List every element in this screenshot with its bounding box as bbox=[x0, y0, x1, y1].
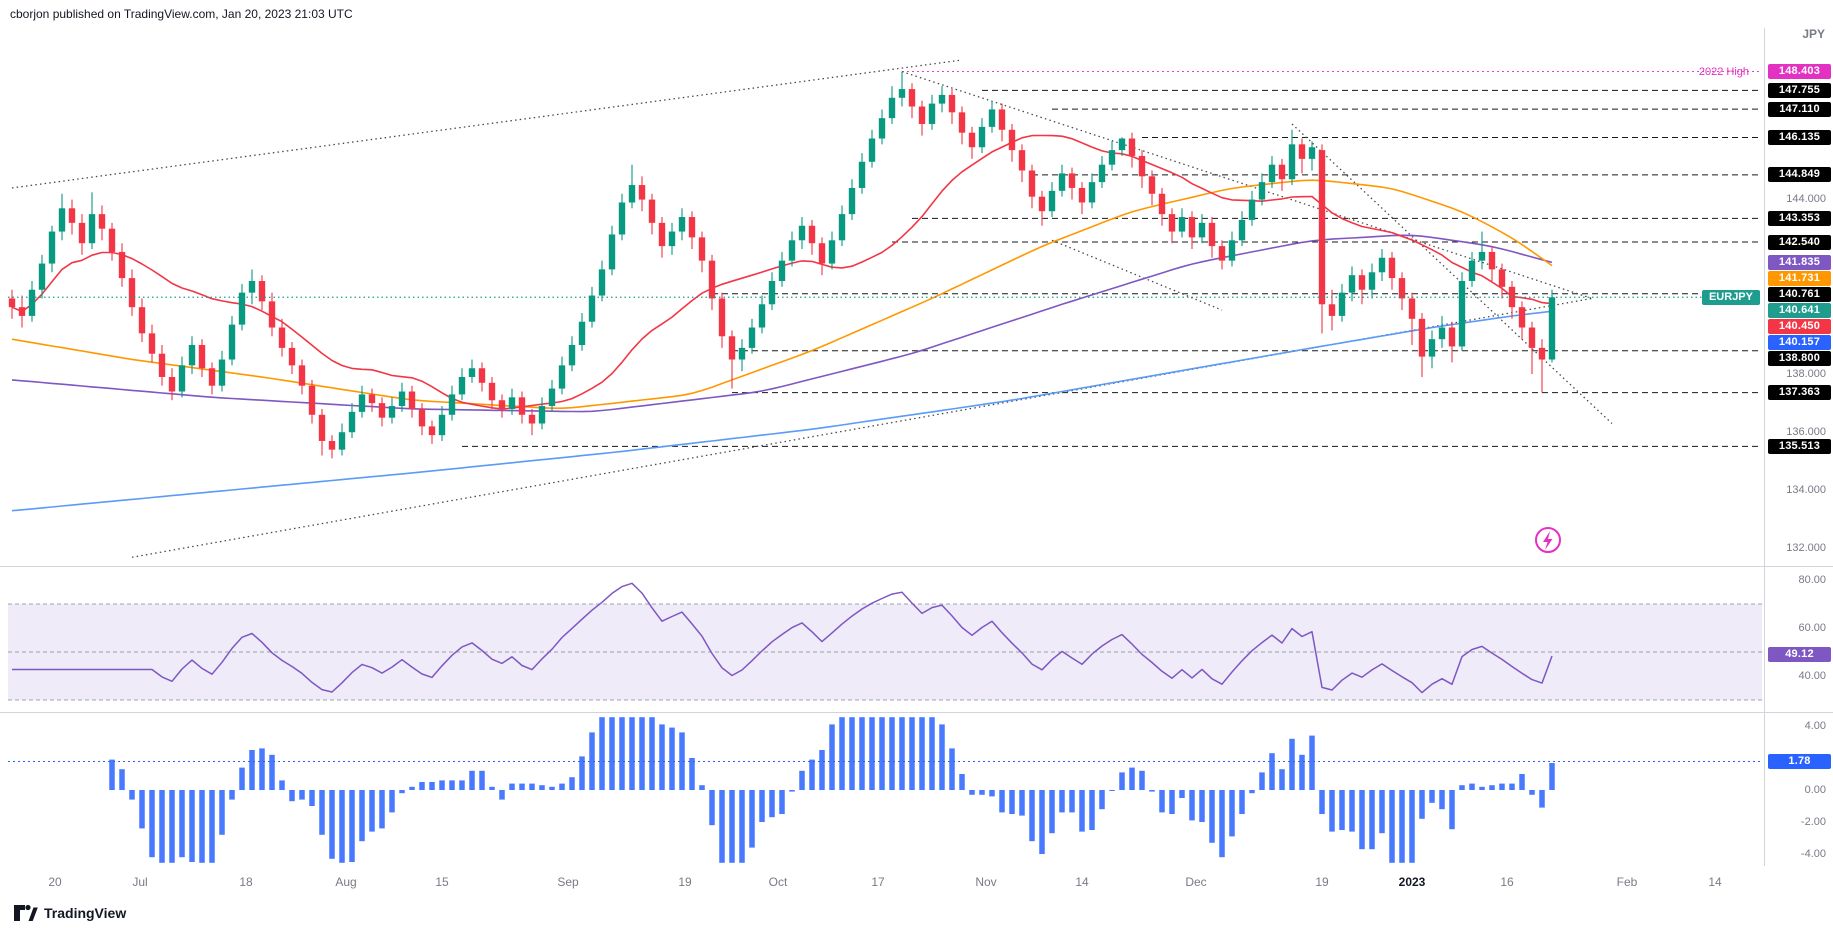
price-label: 142.540 bbox=[1768, 234, 1831, 250]
time-axis-label: 19 bbox=[678, 875, 692, 889]
rsi-value-label: 49.12 bbox=[1768, 646, 1831, 662]
attribution-text: cborjon published on TradingView.com, Ja… bbox=[10, 7, 353, 21]
price-axis-tick: 136.000 bbox=[1786, 425, 1826, 438]
tradingview-logo[interactable] bbox=[12, 902, 38, 924]
price-label: 147.110 bbox=[1768, 101, 1831, 117]
trendlines bbox=[11, 59, 1613, 558]
time-axis[interactable]: 20 Jul 18 Aug 15 Sep 19 Oct 17 Nov 14 Dec 19 2023 16 Fe… bbox=[0, 866, 1833, 898]
price-label: 135.513 bbox=[1768, 438, 1831, 454]
price-label: 141.731 bbox=[1768, 271, 1831, 287]
candles bbox=[8, 71, 1556, 459]
price-axis-tick: 134.000 bbox=[1786, 483, 1826, 496]
time-axis-label: Aug bbox=[335, 875, 357, 889]
time-axis-label: 14 bbox=[1708, 875, 1722, 889]
pane-separators bbox=[0, 28, 1833, 867]
price-label: 140.761 bbox=[1768, 287, 1831, 303]
current-price-symbol-tag: EURJPY bbox=[1701, 289, 1760, 305]
price-label: 138.800 bbox=[1768, 351, 1831, 367]
time-axis-label: Oct bbox=[768, 875, 788, 889]
price-label: 141.835 bbox=[1768, 255, 1831, 271]
momentum-axis-tick: -4.00 bbox=[1800, 847, 1826, 860]
time-axis-label: 2023 bbox=[1398, 875, 1426, 889]
price-label: 147.755 bbox=[1768, 82, 1831, 98]
price-axis-tick: 132.000 bbox=[1786, 542, 1826, 555]
momentum-axis-tick: -2.00 bbox=[1800, 815, 1826, 828]
time-axis-label: Jul bbox=[132, 875, 148, 889]
time-axis-label: 14 bbox=[1075, 875, 1089, 889]
price-axis[interactable]: JPY 144.000 138.000 136.000 134.000 132.000 1… bbox=[1766, 0, 1833, 930]
price-label: 140.157 bbox=[1768, 335, 1831, 351]
ma-line-sma-50 bbox=[11, 179, 1553, 409]
currency-label: JPY bbox=[1802, 27, 1825, 41]
time-axis-label: Dec bbox=[1185, 875, 1207, 889]
price-axis-tick: 144.000 bbox=[1786, 193, 1826, 206]
time-axis-label: Feb bbox=[1616, 875, 1638, 889]
rsi-line bbox=[12, 582, 1553, 694]
flash-icon[interactable] bbox=[1535, 527, 1561, 553]
price-label: 144.849 bbox=[1768, 167, 1831, 183]
price-axis-tick: 138.000 bbox=[1786, 367, 1826, 380]
time-axis-label: 19 bbox=[1315, 875, 1329, 889]
footer: TradingView bbox=[12, 902, 126, 924]
rsi-axis-tick: 40.00 bbox=[1798, 669, 1826, 682]
time-axis-label: 20 bbox=[48, 875, 62, 889]
ma-line-sma-200 bbox=[11, 310, 1553, 512]
momentum-axis-tick: 0.00 bbox=[1804, 783, 1826, 796]
momentum-value-label: 1.78 bbox=[1768, 754, 1831, 770]
time-axis-label: 16 bbox=[1500, 875, 1514, 889]
price-label: 140.450 bbox=[1768, 319, 1831, 335]
support-resistance-levels bbox=[462, 89, 1762, 447]
time-axis-label: Sep bbox=[557, 875, 579, 889]
time-axis-label: 17 bbox=[871, 875, 885, 889]
rsi-axis-tick: 60.00 bbox=[1798, 621, 1826, 634]
brand-name: TradingView bbox=[44, 905, 127, 921]
price-label: 140.641 bbox=[1768, 303, 1831, 319]
ma-line-sma-100 bbox=[11, 234, 1553, 413]
time-axis-label: Nov bbox=[975, 875, 997, 889]
price-label: 148.403 bbox=[1768, 64, 1831, 80]
price-label: 146.135 bbox=[1768, 129, 1831, 145]
momentum-histogram bbox=[8, 717, 1762, 863]
rsi-axis-tick: 80.00 bbox=[1798, 573, 1826, 586]
time-axis-label: 18 bbox=[239, 875, 253, 889]
symbol-name: EURJPY bbox=[1708, 290, 1753, 303]
2022-high-annotation: 2022 High bbox=[1698, 65, 1749, 78]
price-label: 143.353 bbox=[1768, 210, 1831, 226]
time-axis-label: 15 bbox=[435, 875, 449, 889]
price-label: 137.363 bbox=[1768, 385, 1831, 401]
momentum-axis-tick: 4.00 bbox=[1804, 719, 1826, 732]
